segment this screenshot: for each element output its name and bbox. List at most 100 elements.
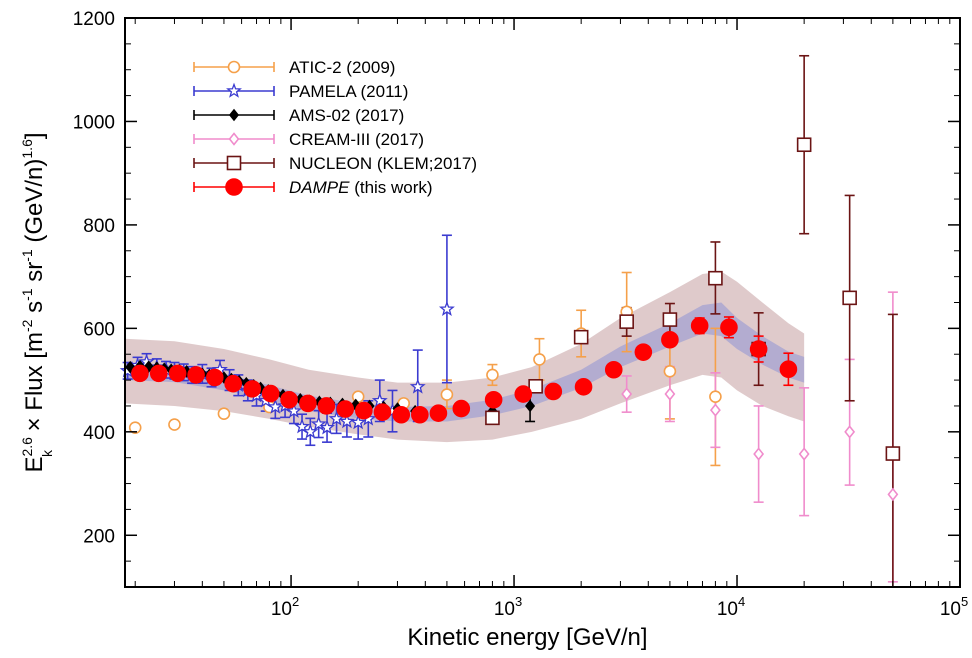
point-pamela-2011: [350, 414, 367, 430]
point-cream-iii-2017: [844, 425, 856, 439]
point-dampe-this-work: [411, 405, 429, 424]
point-dampe-this-work: [206, 368, 224, 387]
axis-ticks: 200 400 600 800 1000 1200 102 103 104 105: [73, 9, 968, 620]
point-atic-2-2009: [663, 364, 677, 378]
legend-label-dampe-this-work: DAMPE (this work): [289, 178, 433, 197]
point-nucleon-klem-2017: [619, 314, 634, 329]
y-axis-label: E2.6 k × Flux [m-2 s-1 sr-1 (GeV/n)1.6]: [19, 132, 55, 472]
legend: ATIC-2 (2009) PAMELA (2011) AMS-02 (2017) C…: [193, 58, 477, 197]
point-dampe-this-work: [131, 364, 149, 383]
point-dampe-this-work: [168, 364, 187, 383]
point-dampe-this-work: [720, 318, 738, 337]
point-cream-iii-2017: [664, 387, 676, 401]
point-dampe-this-work: [604, 360, 623, 379]
point-nucleon-klem-2017: [708, 270, 723, 286]
point-dampe-this-work: [544, 382, 563, 401]
point-nucleon-klem-2017: [885, 446, 901, 461]
ylabel-close: ]: [21, 132, 48, 139]
point-nucleon-klem-2017: [662, 312, 678, 327]
point-dampe-this-work: [429, 404, 448, 422]
ylabel-gev-sup: 1.6: [19, 139, 35, 159]
legend-label-atic-2-2009: ATIC-2 (2009): [289, 58, 395, 77]
point-dampe-this-work: [224, 374, 242, 393]
legend-marker-ams-02-2017: [228, 108, 240, 122]
y-tick-label: 600: [83, 319, 115, 340]
data-markers: [119, 137, 901, 502]
point-nucleon-klem-2017: [842, 290, 857, 306]
y-tick-label: 800: [83, 216, 115, 237]
point-dampe-this-work: [634, 343, 653, 361]
point-dampe-this-work: [280, 390, 298, 409]
point-pamela-2011: [294, 418, 310, 434]
point-dampe-this-work: [336, 400, 355, 418]
x-tick-label: 102: [271, 594, 299, 620]
ylabel-s-sup: -1: [19, 288, 35, 301]
point-cream-iii-2017: [798, 447, 810, 461]
legend-marker-nucleon-klem-2017: [226, 155, 242, 171]
legend-label-nucleon-klem-2017: NUCLEON (KLEM;2017): [289, 154, 477, 173]
point-atic-2-2009: [217, 407, 231, 421]
point-cream-iii-2017: [709, 403, 721, 417]
legend-marker-dampe-this-work: [225, 178, 243, 196]
point-dampe-this-work: [392, 405, 411, 424]
point-pamela-2011: [285, 402, 302, 418]
point-dampe-this-work: [355, 401, 373, 420]
ylabel-m-sup: -2: [19, 319, 35, 332]
point-dampe-this-work: [187, 366, 205, 384]
point-pamela-2011: [409, 378, 426, 394]
point-dampe-this-work: [243, 380, 262, 398]
point-dampe-this-work: [514, 385, 533, 403]
point-dampe-this-work: [261, 384, 280, 403]
point-atic-2-2009: [486, 368, 499, 382]
ylabel-e: E: [21, 457, 48, 473]
point-cream-iii-2017: [887, 487, 899, 502]
point-dampe-this-work: [690, 316, 709, 335]
point-ams-02-2017: [525, 399, 536, 413]
point-dampe-this-work: [299, 394, 317, 413]
x-tick-label: 104: [717, 594, 745, 620]
ylabel-flux: × Flux [m: [21, 332, 48, 438]
point-atic-2-2009: [168, 418, 181, 431]
point-atic-2-2009: [533, 353, 546, 366]
point-nucleon-klem-2017: [528, 378, 543, 394]
point-atic-2-2009: [709, 390, 722, 403]
point-pamela-2011: [371, 392, 388, 408]
y-tick-label: 200: [83, 526, 115, 547]
ylabel-s: s: [21, 301, 48, 320]
point-cream-iii-2017: [621, 387, 633, 401]
x-tick-label: 103: [494, 594, 522, 620]
point-dampe-this-work: [149, 364, 168, 383]
legend-label-cream-iii-2017: CREAM-III (2017): [289, 130, 424, 149]
x-tick-label: 105: [940, 594, 968, 620]
point-nucleon-klem-2017: [573, 329, 589, 345]
point-pamela-2011: [438, 300, 455, 316]
point-nucleon-klem-2017: [796, 137, 812, 153]
point-dampe-this-work: [317, 397, 336, 415]
y-tick-label: 1000: [73, 112, 115, 133]
point-pamela-2011: [338, 413, 355, 429]
plot-frame: [124, 17, 961, 588]
point-dampe-this-work: [661, 330, 679, 349]
ylabel-e-sup: 2.6: [19, 437, 35, 457]
point-dampe-this-work: [779, 360, 798, 379]
ylabel-gev: (GeV/n): [21, 159, 48, 250]
legend-label-ams-02-2017: AMS-02 (2017): [289, 106, 404, 125]
ylabel-sr-sup: -1: [19, 249, 35, 262]
x-axis-label: Kinetic energy [GeV/n]: [407, 624, 647, 651]
y-tick-label: 400: [83, 423, 115, 444]
point-atic-2-2009: [128, 421, 142, 434]
legend-label-pamela-2011: PAMELA (2011): [289, 82, 408, 101]
point-atic-2-2009: [440, 388, 454, 401]
legend-marker-cream-iii-2017: [228, 132, 240, 146]
point-dampe-this-work: [749, 340, 768, 358]
point-nucleon-klem-2017: [485, 410, 500, 426]
legend-marker-atic-2-2009: [227, 60, 241, 74]
legend-marker-pamela-2011: [226, 82, 242, 98]
point-dampe-this-work: [574, 378, 593, 396]
point-dampe-this-work: [373, 403, 392, 421]
ylabel-sr: sr: [21, 262, 48, 289]
point-dampe-this-work: [452, 399, 471, 418]
point-dampe-this-work: [484, 390, 503, 409]
y-tick-label: 1200: [73, 9, 115, 30]
